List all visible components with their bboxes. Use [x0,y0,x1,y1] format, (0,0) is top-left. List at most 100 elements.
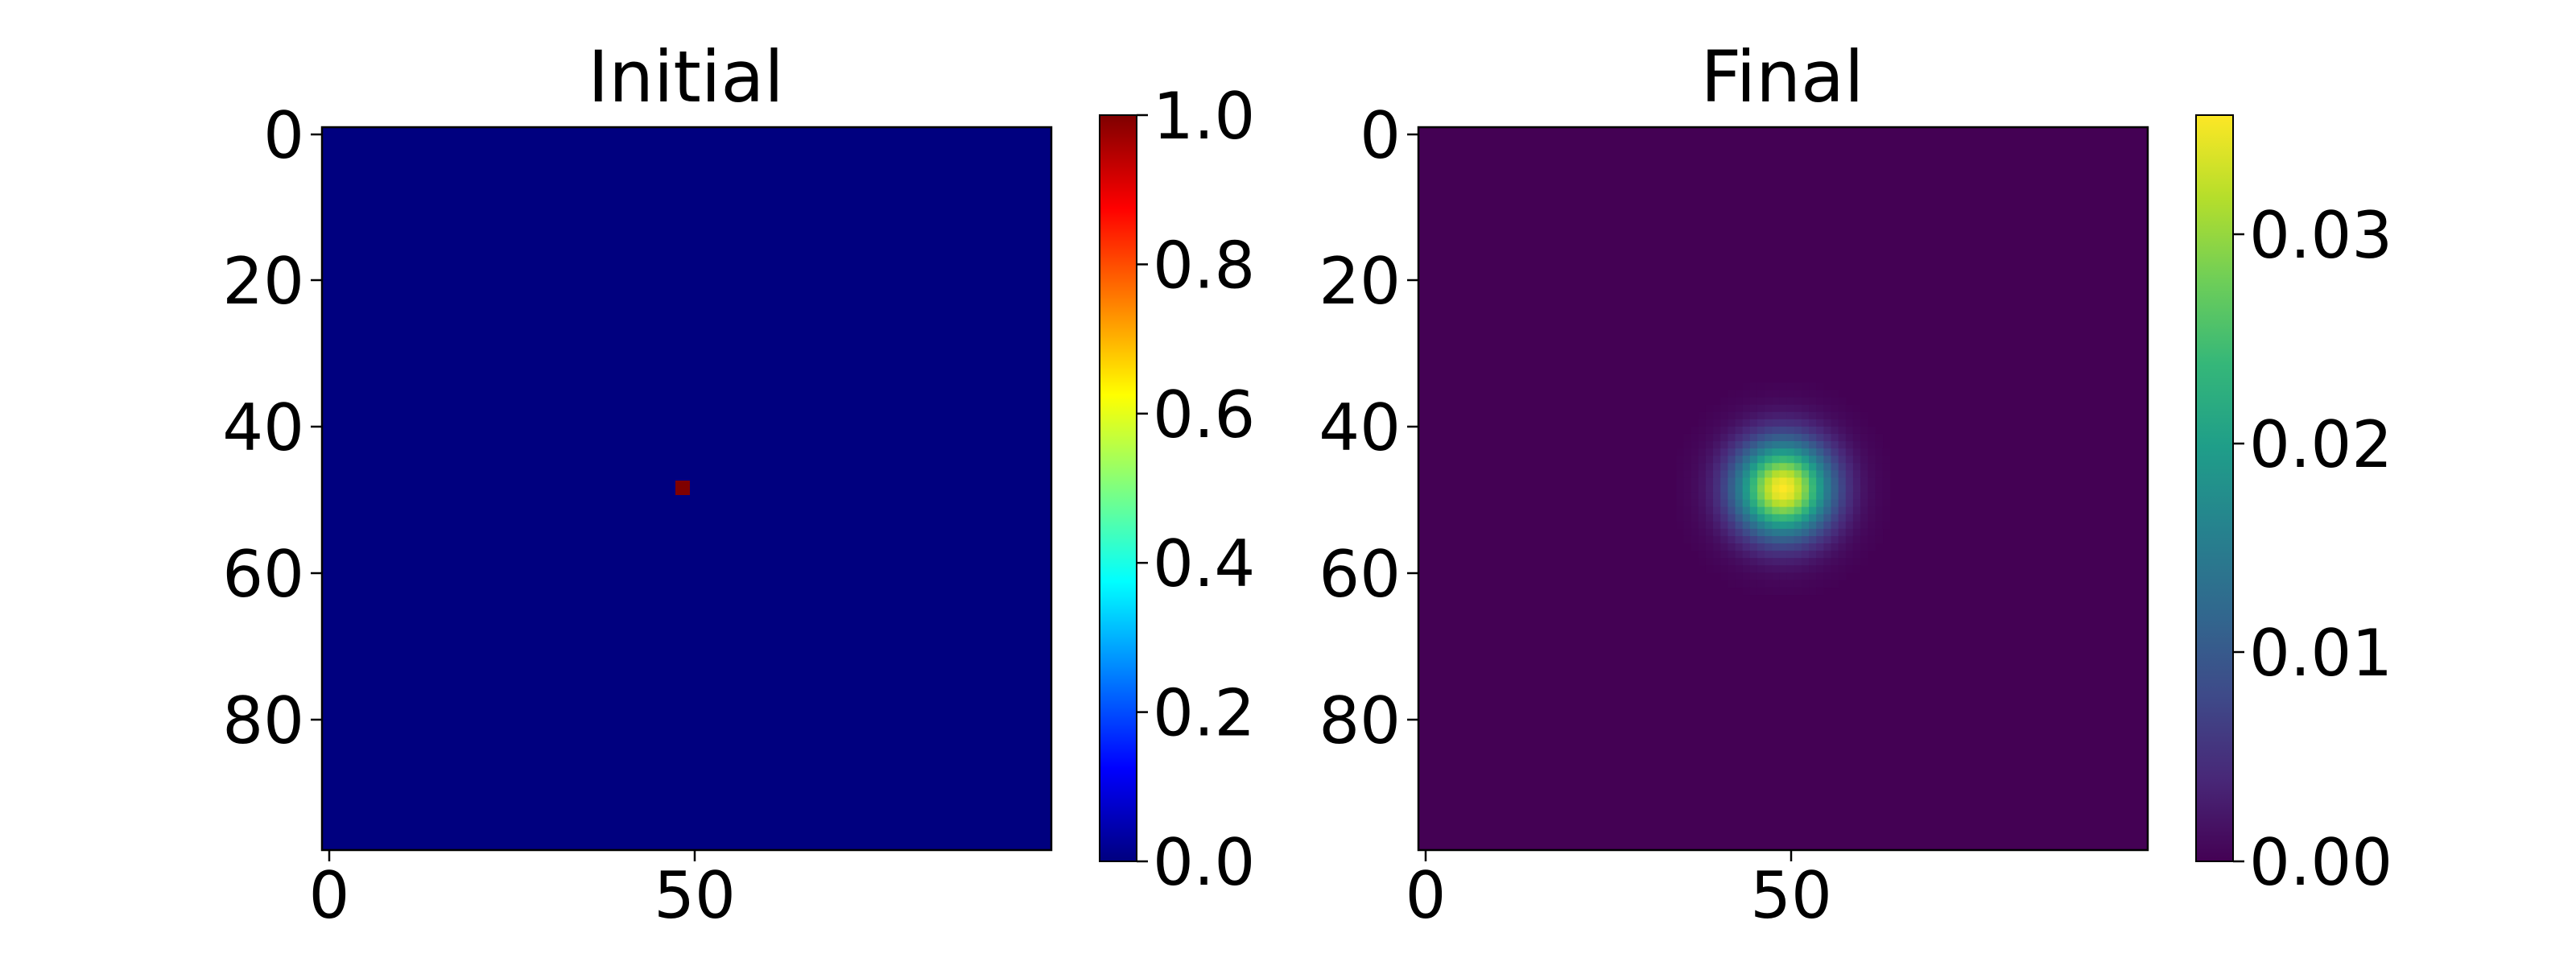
heatmap-cell [1794,404,1802,413]
heatmap-cell [1728,463,1736,471]
heatmap-cell [1720,419,1728,427]
heatmap-cell [1735,528,1744,537]
heatmap-cell [1772,521,1781,530]
heatmap-cell [1713,528,1721,537]
heatmap-cell [1852,456,1861,464]
heatmap-cell [1772,580,1781,588]
heatmap-cell [1816,382,1824,391]
heatmap-cell [1838,543,1847,551]
heatmap-cell [1823,441,1832,449]
heatmap-cell [1749,426,1758,435]
heatmap-cell [1868,448,1876,456]
heatmap-cell [1705,565,1714,573]
heatmap-cell [1735,426,1744,435]
heatmap-cell [1765,543,1773,551]
heatmap-cell [1772,551,1781,559]
heatmap-cell [1735,397,1744,406]
heatmap-cell [1683,521,1692,530]
heatmap-cell [1676,514,1685,522]
heatmap-cell [1765,565,1773,573]
heatmap-cell [1742,535,1751,544]
heatmap-cell [1735,419,1744,427]
heatmap-cell [1765,441,1773,449]
heatmap-cell [1779,535,1788,544]
heatmap-cell [1786,404,1795,413]
heatmap-cell [1772,499,1781,508]
initial-y-axis: 0 20 40 60 80 [222,98,322,758]
heatmap-cell [1690,433,1699,442]
heatmap-cell [1728,433,1736,442]
heatmap-cell [1705,477,1714,486]
heatmap-cell [1757,463,1765,471]
heatmap-cell [1735,580,1744,588]
heatmap-cell [1831,521,1839,530]
heatmap-cell [1852,448,1861,456]
heatmap-cell [1860,499,1868,508]
heatmap-cell [1816,390,1824,398]
heatmap-cell [1875,492,1884,501]
heatmap-cell [1676,485,1685,493]
heatmap-cell [1809,404,1817,413]
heatmap-cell [1823,419,1832,427]
heatmap-cell [1868,506,1876,515]
heatmap-cell [1742,411,1751,420]
heatmap-cell [1786,506,1795,515]
heatmap-cell [1823,492,1832,501]
heatmap-cell [1809,456,1817,464]
heatmap-cell [1801,580,1810,588]
heatmap-cell [1794,543,1802,551]
heatmap-cell [1742,419,1751,427]
heatmap-cell [1720,499,1728,508]
heatmap-cell [1757,558,1765,566]
heatmap-cell [1698,426,1707,435]
heatmap-cell [1705,543,1714,551]
heatmap-cell [1838,411,1847,420]
heatmap-cell [1845,485,1854,493]
heatmap-cell [1852,543,1861,551]
heatmap-cell [1838,521,1847,530]
heatmap-cell [1838,535,1847,544]
heatmap-cell [1794,587,1802,596]
heatmap-cell [1779,448,1788,456]
heatmap-cell [1772,587,1781,596]
heatmap-cell [1860,426,1868,435]
heatmap-cell [1823,404,1832,413]
heatmap-cell [1742,558,1751,566]
heatmap-cell [1860,477,1868,486]
heatmap-cell [1720,551,1728,559]
heatmap-cell [1742,470,1751,478]
heatmap-cell [1772,456,1781,464]
heatmap-cell [1720,485,1728,493]
heatmap-cell [1728,411,1736,420]
heatmap-cell [1868,426,1876,435]
initial-y-tick-label: 80 [222,683,304,758]
heatmap-cell [1794,580,1802,588]
heatmap-cell [1698,528,1707,537]
heatmap-cell [1735,499,1744,508]
heatmap-cell [1852,411,1861,420]
heatmap-cell [1823,448,1832,456]
heatmap-cell [1831,397,1839,406]
heatmap-cell [1868,521,1876,530]
heatmap-cell [1765,456,1773,464]
heatmap-cell [1779,499,1788,508]
heatmap-cell [1823,565,1832,573]
heatmap-cell [1882,514,1891,522]
heatmap-cell [1852,426,1861,435]
heatmap-cell [1838,448,1847,456]
heatmap-cell [1690,514,1699,522]
heatmap-cell [1705,506,1714,515]
heatmap-cell [1831,551,1839,559]
heatmap-cell [1779,419,1788,427]
heatmap-cell [1838,572,1847,580]
heatmap-cell [1772,558,1781,566]
heatmap-cell [1786,551,1795,559]
heatmap-cell [1868,535,1876,544]
heatmap-cell [1728,426,1736,435]
initial-colorbar-tick-label: 1.0 [1153,79,1255,154]
heatmap-cell [1772,572,1781,580]
heatmap-cell [1757,506,1765,515]
heatmap-cell [1683,448,1692,456]
heatmap-cell [1779,456,1788,464]
heatmap-cell [1720,543,1728,551]
